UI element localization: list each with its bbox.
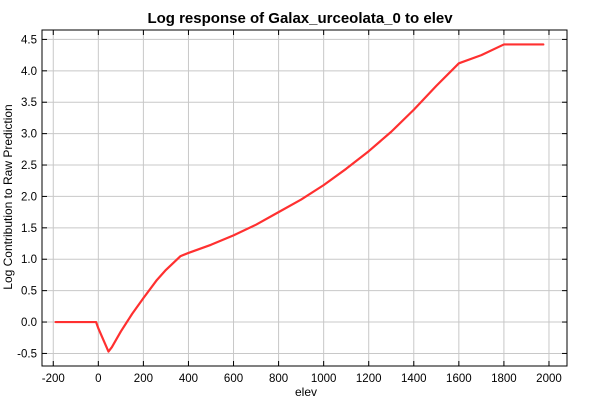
x-tick-label: 1800	[491, 373, 517, 385]
y-axis-label: Log Contribution to Raw Prediction	[1, 104, 15, 289]
y-tick-label: 0.0	[21, 317, 37, 329]
y-tick-label: 2.5	[21, 160, 37, 172]
y-tick-label: 4.5	[21, 34, 37, 46]
x-tick-label: 1600	[446, 373, 472, 385]
y-tick-label: 1.5	[21, 223, 37, 235]
y-tick-label: -0.5	[17, 348, 37, 360]
x-tick-label: 800	[269, 373, 288, 385]
y-tick-label: 3.5	[21, 97, 37, 109]
x-tick-label: 1400	[401, 373, 427, 385]
y-tick-label: 2.0	[21, 191, 37, 203]
x-tick-label: 600	[224, 373, 243, 385]
plot-frame	[41, 29, 568, 367]
x-axis-label: elev	[295, 385, 317, 399]
chart-title: Log response of Galax_urceolata_0 to ele…	[147, 10, 453, 27]
y-tick-label: 3.0	[21, 129, 37, 141]
y-tick-label: 4.0	[21, 66, 37, 78]
ticks: -200 0 200 400 600 800 1000 1200 1400 1600 1800 200…	[17, 30, 567, 385]
x-tick-label: -200	[42, 373, 65, 385]
x-tick-label: 1000	[311, 373, 337, 385]
x-tick-label: 400	[179, 373, 198, 385]
series-layer	[54, 43, 545, 353]
series-line	[54, 43, 545, 353]
y-tick-label: 0.5	[21, 286, 37, 298]
x-tick-label: 1200	[356, 373, 382, 385]
x-tick-label: 0	[95, 373, 101, 385]
x-tick-label: 200	[134, 373, 153, 385]
y-tick-label: 1.0	[21, 254, 37, 266]
x-tick-label: 2000	[536, 373, 562, 385]
